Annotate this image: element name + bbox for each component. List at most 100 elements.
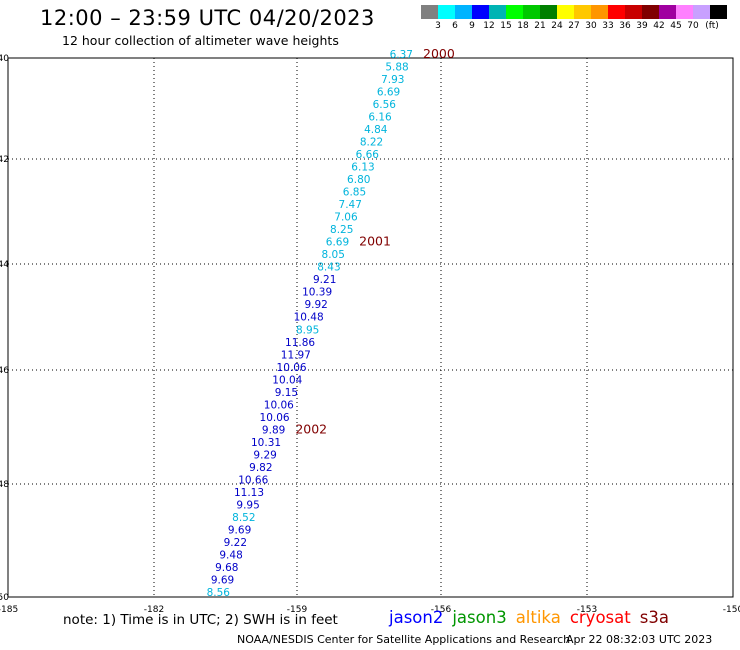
legend-label: 18: [517, 21, 529, 31]
mission-s3a: s3a: [639, 608, 669, 627]
wave-height-value: 6.69: [326, 237, 349, 249]
legend-swatch: [676, 5, 693, 19]
lon-label: -150: [723, 605, 740, 615]
legend-label: 24: [551, 21, 563, 31]
map-border: [7, 57, 734, 598]
lon-label: -159: [287, 605, 308, 615]
wave-height-value: 9.69: [211, 574, 234, 586]
legend-swatch: [625, 5, 642, 19]
wave-height-value: 6.56: [373, 99, 397, 111]
legend-swatch: [523, 5, 540, 19]
wave-height-value: 6.80: [347, 174, 370, 186]
footer-timestamp: Apr 22 08:32:03 UTC 2023: [566, 633, 713, 646]
wave-height-value: 7.06: [334, 212, 358, 224]
wave-height-legend: 3 6 9 12 15 18 21 24 27 30 33 36 39 42 45 70 (ft): [421, 5, 727, 31]
lat-label: -48: [0, 480, 9, 490]
wave-height-value: 11.86: [285, 337, 315, 349]
mission-jason3: jason3: [452, 608, 507, 627]
time-label: 2001: [359, 234, 391, 249]
legend-label: 42: [653, 21, 665, 31]
wave-height-value: 11.13: [234, 487, 264, 499]
lon-label: -156: [431, 605, 452, 615]
legend-label: 45: [670, 21, 682, 31]
legend-swatch: [608, 5, 625, 19]
legend-swatch: [574, 5, 591, 19]
wave-height-value: 6.69: [377, 87, 400, 99]
wave-height-value: 9.89: [262, 424, 285, 436]
wave-height-value: 8.56: [207, 587, 231, 599]
legend-swatch: [455, 5, 472, 19]
wave-height-value: 6.85: [343, 187, 366, 199]
footer-credit: NOAA/NESDIS Center for Satellite Applica…: [237, 633, 571, 646]
legend-swatch: [472, 5, 489, 19]
mission-altika: altika: [515, 608, 561, 627]
lon-label: -153: [577, 605, 597, 615]
time-label: 2002: [295, 421, 327, 436]
legend-swatch: [438, 5, 455, 19]
time-label: 2000: [423, 46, 455, 61]
map-grid: [8, 58, 733, 597]
wave-height-value: 6.16: [368, 112, 392, 124]
lat-label: -44: [0, 260, 9, 270]
legend-label: 36: [619, 21, 631, 31]
wave-height-value: 9.15: [275, 387, 298, 399]
map-frame: [7, 57, 734, 598]
axis-labels: -40 -42 -44 -46 -48 -50 -185 -182 -159 -156 -153 -1…: [0, 54, 740, 615]
wave-height-track: 6.375.887.936.696.566.164.848.226.666.13…: [207, 49, 413, 599]
legend-swatch: [710, 5, 727, 19]
wave-height-value: 5.88: [385, 62, 408, 74]
wave-height-value: 9.48: [219, 549, 242, 561]
wave-height-value: 10.06: [264, 399, 294, 411]
wave-height-value: 9.95: [236, 499, 259, 511]
wave-height-value: 8.22: [360, 137, 383, 149]
wave-height-value: 10.06: [260, 412, 290, 424]
wave-height-value: 10.04: [272, 374, 302, 386]
legend-label: 70: [687, 21, 699, 31]
wave-height-value: 4.84: [364, 124, 388, 136]
lat-label: -42: [0, 155, 9, 165]
legend-swatch: [659, 5, 676, 19]
wave-height-value: 9.22: [224, 537, 247, 549]
wave-height-value: 6.66: [356, 149, 380, 161]
page-subtitle: 12 hour collection of altimeter wave hei…: [62, 33, 339, 48]
legend-swatch: [421, 5, 438, 19]
wave-height-value: 8.25: [330, 224, 353, 236]
wave-height-value: 10.06: [277, 362, 307, 374]
wave-height-value: 9.69: [228, 524, 251, 536]
lat-label: -50: [0, 593, 9, 603]
lon-label: -182: [144, 605, 164, 615]
legend-swatch: [540, 5, 557, 19]
lon-label: -185: [0, 605, 18, 615]
legend-label: 39: [636, 21, 648, 31]
legend-swatch: [506, 5, 523, 19]
wave-height-value: 9.21: [313, 274, 336, 286]
legend-swatch: [693, 5, 710, 19]
wave-height-value: 9.68: [215, 562, 238, 574]
legend-swatches: [421, 5, 727, 19]
legend-labels: 3 6 9 12 15 18 21 24 27 30 33 36 39 42 45 70 (ft): [421, 19, 727, 31]
legend-label: 15: [500, 21, 512, 31]
wave-height-value: 7.93: [381, 74, 404, 86]
wave-height-value: 8.95: [296, 324, 319, 336]
time-labels: 2000 2001 2002: [295, 46, 455, 436]
mission-cryosat: cryosat: [569, 608, 631, 627]
legend-label: 27: [568, 21, 580, 31]
mission-legend: jason2 jason3 altika cryosat s3a: [389, 608, 678, 627]
wave-height-value: 6.37: [390, 49, 413, 61]
legend-label: 6: [452, 21, 458, 31]
lat-label: -40: [0, 54, 9, 64]
legend-swatch: [591, 5, 608, 19]
wave-height-value: 10.39: [302, 287, 332, 299]
wave-height-value: 10.31: [251, 437, 281, 449]
wave-height-value: 11.97: [281, 349, 311, 361]
legend-label: 9: [469, 21, 475, 31]
wave-height-value: 9.29: [253, 449, 276, 461]
wave-height-value: 10.48: [294, 312, 324, 324]
legend-label: 12: [483, 21, 495, 31]
legend-label: 21: [534, 21, 546, 31]
legend-label: 3: [435, 21, 441, 31]
legend-swatch: [642, 5, 659, 19]
legend-label: 33: [602, 21, 614, 31]
